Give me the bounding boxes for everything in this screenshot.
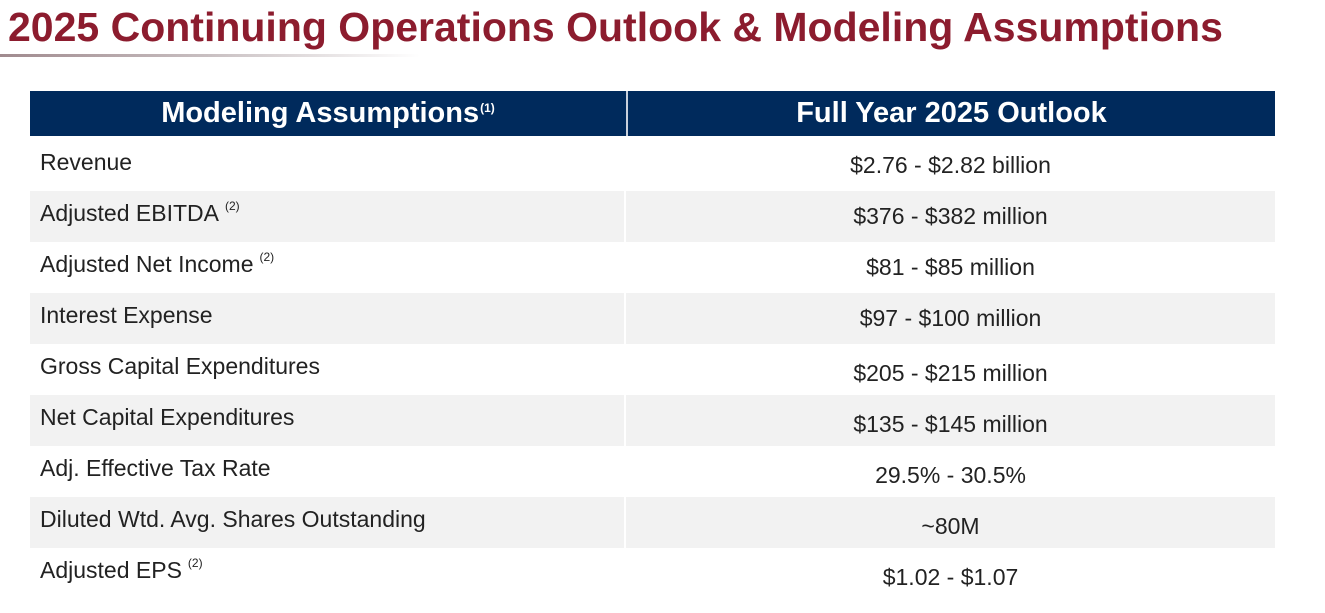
row-value: 29.5% - 30.5%: [875, 462, 1026, 488]
row-value: $2.76 - $2.82 billion: [850, 152, 1051, 178]
row-value: $81 - $85 million: [866, 254, 1035, 280]
row-label: Net Capital Expenditures: [30, 395, 626, 446]
header-outlook: Full Year 2025 Outlook: [796, 97, 1107, 129]
page-title: 2025 Continuing Operations Outlook & Mod…: [8, 4, 1223, 50]
footnote-ref: (2): [259, 249, 275, 264]
row-value: $376 - $382 million: [853, 203, 1048, 229]
row-label: Adjusted EPS (2): [30, 548, 626, 599]
row-label: Adj. Effective Tax Rate: [30, 446, 626, 497]
footnote-ref: (1): [480, 100, 495, 115]
table-row: Diluted Wtd. Avg. Shares Outstanding ~80M: [30, 497, 1275, 548]
table-row: Gross Capital Expenditures $205 - $215 mi…: [30, 344, 1275, 395]
table-row: Adjusted EBITDA (2) $376 - $382 million: [30, 191, 1275, 242]
row-label: Interest Expense: [30, 293, 626, 344]
row-label: Gross Capital Expenditures: [30, 344, 626, 395]
table-header: Modeling Assumptions (1) Full Year 2025 O…: [30, 91, 1275, 136]
table-row: Adj. Effective Tax Rate 29.5% - 30.5%: [30, 446, 1275, 497]
outlook-table: Modeling Assumptions (1) Full Year 2025 O…: [30, 91, 1275, 599]
row-label: Adjusted Net Income (2): [30, 242, 626, 293]
table-body: Revenue $2.76 - $2.82 billion Adjusted EBI…: [30, 140, 1275, 599]
header-assumptions: Modeling Assumptions (1): [30, 91, 628, 136]
row-label: Diluted Wtd. Avg. Shares Outstanding: [30, 497, 626, 548]
table-row: Net Capital Expenditures $135 - $145 mill…: [30, 395, 1275, 446]
row-label: Revenue: [30, 140, 626, 191]
row-value: $1.02 - $1.07: [882, 564, 1019, 590]
row-value: $97 - $100 million: [859, 305, 1042, 331]
row-label: Adjusted EBITDA (2): [30, 191, 626, 242]
table-row: Revenue $2.76 - $2.82 billion: [30, 140, 1275, 191]
row-value: ~80M: [921, 513, 980, 539]
row-value: $135 - $145 million: [853, 411, 1048, 437]
table-row: Interest Expense $97 - $100 million: [30, 293, 1275, 344]
footnote-ref: (2): [187, 555, 203, 570]
title-divider: [0, 54, 420, 57]
footnote-ref: (2): [224, 198, 240, 213]
table-row: Adjusted Net Income (2) $81 - $85 million: [30, 242, 1275, 293]
row-value: $205 - $215 million: [853, 360, 1048, 386]
table-row: Adjusted EPS (2) $1.02 - $1.07: [30, 548, 1275, 599]
